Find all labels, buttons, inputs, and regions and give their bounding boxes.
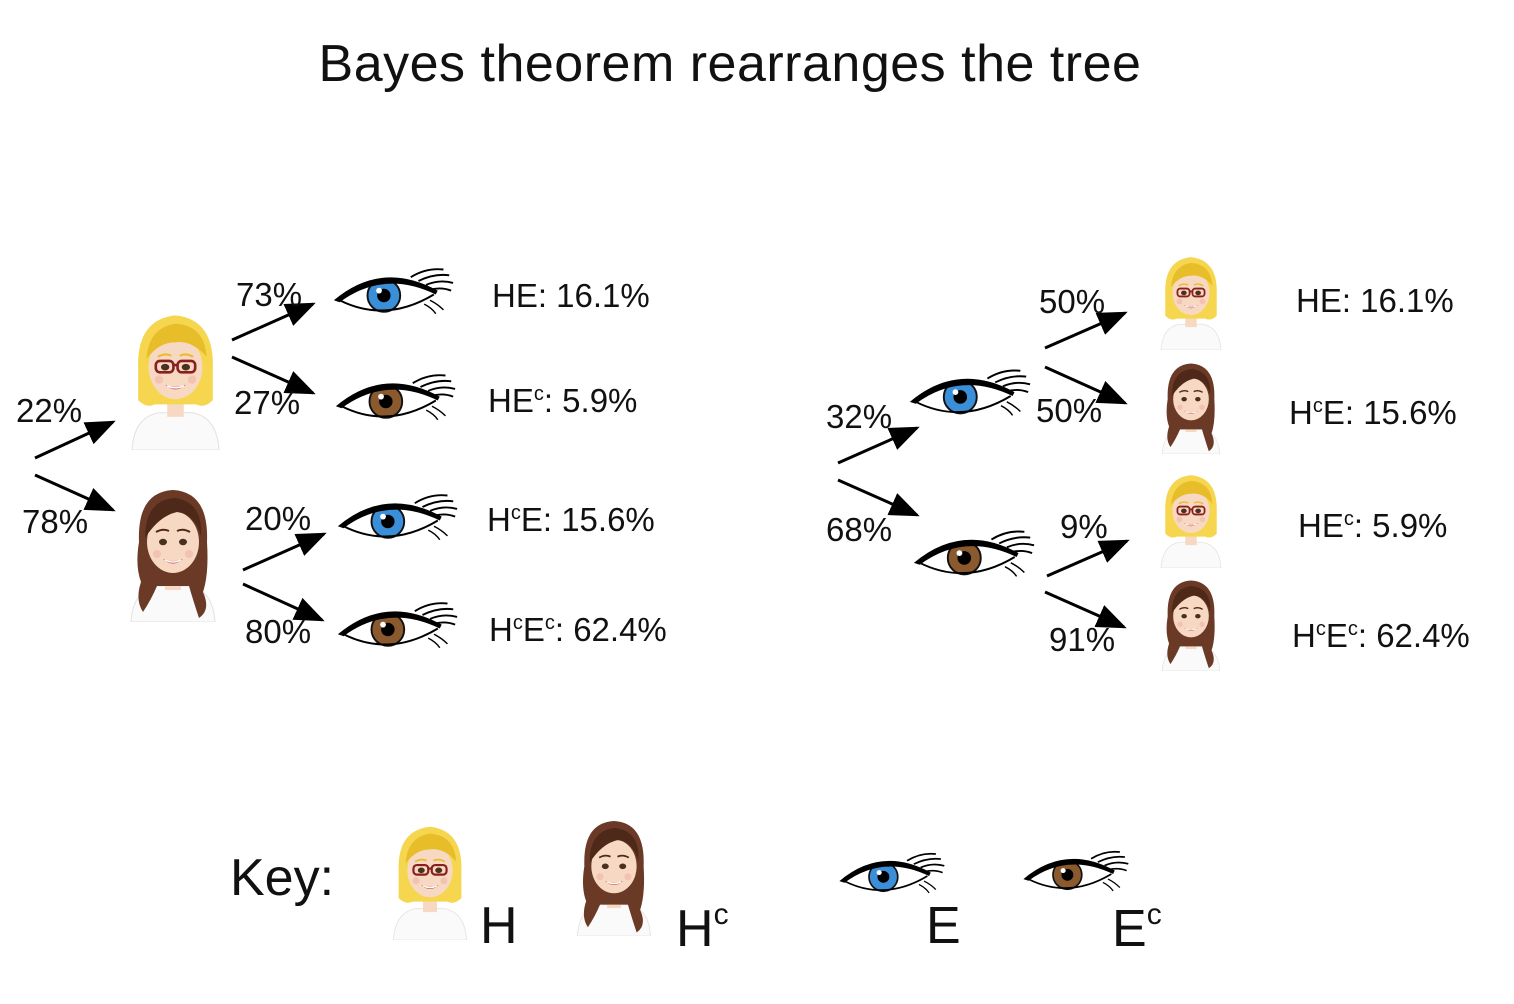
brunette-woman-icon (120, 482, 226, 627)
arrow-right-ec-h (1046, 539, 1130, 578)
left-result-hcec: HcEc: 62.4% (489, 611, 667, 648)
left-hc-ec-pct: 80% (245, 613, 312, 650)
key-label-ec: Ec (1112, 898, 1162, 958)
left-hc-e-pct: 20% (245, 500, 312, 537)
right-result-hce: HcE: 15.6% (1289, 394, 1457, 431)
left-h-e-pct: 73% (236, 276, 303, 313)
arrow-right-root-e (837, 426, 920, 465)
blonde-woman-icon (123, 305, 228, 455)
key-title: Key: (230, 849, 335, 907)
key-label-e: E (926, 897, 961, 955)
right-root-e-pct: 32% (826, 398, 893, 435)
brunette-woman-icon (1155, 575, 1227, 676)
right-root-ec-pct: 68% (826, 511, 893, 548)
arrow-left-h-e (231, 302, 316, 342)
brunette-woman-icon (568, 814, 660, 941)
blue-eye-icon (330, 262, 455, 332)
right-ec-hc-pct: 91% (1049, 621, 1116, 658)
left-result-he: HE: 16.1% (492, 277, 650, 314)
arrow-left-h-ec (231, 355, 316, 395)
blonde-woman-icon (385, 818, 475, 945)
right-result-he: HE: 16.1% (1296, 282, 1454, 319)
arrow-right-e-hc (1044, 365, 1128, 405)
blonde-woman-icon (1155, 250, 1227, 355)
brunette-woman-icon (1155, 358, 1227, 459)
brown-eye-icon (332, 368, 457, 438)
right-ec-h-pct: 9% (1060, 508, 1108, 545)
left-h-ec-pct: 27% (234, 384, 301, 421)
left-root-h-pct: 22% (16, 392, 83, 429)
key-label-hc: Hc (676, 898, 729, 958)
blue-eye-icon (334, 488, 459, 558)
arrow-left-root-h (34, 420, 116, 460)
key-label-h: H (480, 897, 518, 955)
arrow-right-e-h (1044, 311, 1128, 350)
arrow-left-hc-ec (242, 582, 325, 622)
arrow-left-hc-e (242, 532, 327, 572)
page-title: Bayes theorem rearranges the tree (318, 35, 1142, 93)
blue-eye-icon (906, 365, 1032, 432)
arrow-left-root-hc (34, 473, 116, 512)
right-result-hcec: HcEc: 62.4% (1292, 617, 1470, 654)
arrow-right-root-ec (837, 478, 920, 517)
right-e-hc-pct: 50% (1036, 392, 1103, 429)
blue-eye-icon (836, 850, 946, 907)
brown-eye-icon (334, 596, 459, 666)
blonde-woman-icon (1155, 468, 1227, 573)
right-result-hec: HEc: 5.9% (1298, 507, 1448, 544)
arrow-right-ec-hc (1044, 590, 1127, 629)
left-result-hce: HcE: 15.6% (487, 501, 655, 538)
brown-eye-icon (910, 526, 1036, 593)
left-result-hec: HEc: 5.9% (488, 382, 638, 419)
right-e-h-pct: 50% (1039, 283, 1106, 320)
brown-eye-icon (1020, 848, 1130, 905)
left-root-hc-pct: 78% (22, 503, 89, 540)
